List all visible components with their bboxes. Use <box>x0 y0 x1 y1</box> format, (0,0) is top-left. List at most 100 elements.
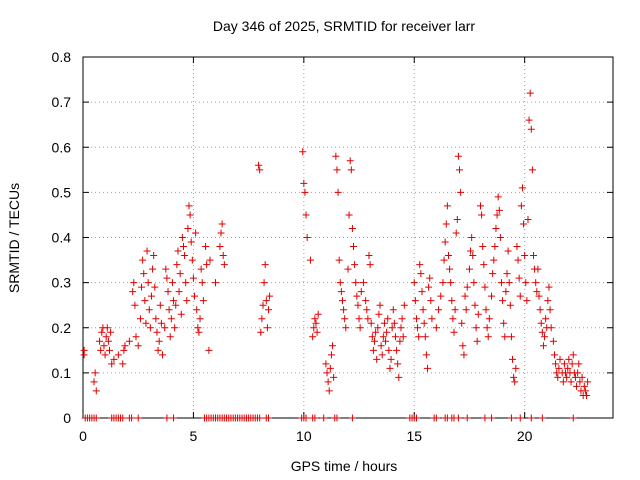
data-point <box>385 346 393 354</box>
data-point <box>80 351 88 359</box>
data-point <box>412 315 420 323</box>
data-point <box>145 306 153 314</box>
data-point <box>146 324 154 332</box>
data-point <box>461 292 469 300</box>
data-point <box>165 306 173 314</box>
data-point <box>488 414 496 422</box>
data-point <box>151 283 159 291</box>
data-point <box>310 324 318 332</box>
data-point <box>138 283 146 291</box>
data-point <box>542 315 550 323</box>
data-point <box>216 243 224 251</box>
data-point <box>90 378 98 386</box>
data-point <box>191 292 199 300</box>
data-point <box>559 378 567 386</box>
data-point <box>144 279 152 287</box>
data-point <box>533 288 541 296</box>
data-point <box>265 414 272 422</box>
data-point <box>428 315 436 323</box>
data-point <box>313 328 321 336</box>
data-point <box>320 414 328 422</box>
data-point <box>452 229 460 237</box>
data-point <box>571 373 579 381</box>
data-point <box>446 265 454 273</box>
data-point <box>179 243 187 251</box>
data-point <box>399 333 407 341</box>
data-point <box>177 310 185 318</box>
data-point <box>181 252 189 260</box>
data-point <box>563 373 571 381</box>
data-point <box>454 152 462 160</box>
data-point <box>125 337 133 345</box>
data-point <box>567 378 575 386</box>
data-point <box>424 364 431 372</box>
tick-labels: 0 5 10 15 20 0 0.1 0.2 0.3 0.4 0.5 0.6 0.7 0.8 <box>52 49 533 444</box>
data-point <box>371 337 378 345</box>
data-point <box>259 301 267 309</box>
data-point <box>411 297 419 305</box>
data-point <box>327 351 335 359</box>
data-point <box>443 202 451 210</box>
data-point <box>345 211 353 219</box>
data-point <box>205 346 213 354</box>
data-point <box>128 414 136 422</box>
data-point <box>516 292 524 300</box>
data-point <box>336 279 344 287</box>
data-point <box>104 337 112 345</box>
data-point <box>194 324 202 332</box>
data-point <box>435 306 443 314</box>
data-point <box>302 211 310 219</box>
data-point <box>412 414 420 422</box>
data-point <box>323 369 331 377</box>
data-point <box>352 279 360 287</box>
data-point <box>266 292 274 300</box>
data-point <box>356 324 364 332</box>
data-point <box>451 306 459 314</box>
data-point <box>91 369 99 377</box>
data-point <box>186 211 194 219</box>
data-point <box>354 301 362 309</box>
data-point <box>565 355 573 363</box>
data-point <box>501 333 509 341</box>
data-point <box>120 346 128 354</box>
data-point <box>491 243 499 251</box>
data-point <box>350 243 358 251</box>
y-tick-label: 0.7 <box>52 94 72 110</box>
data-point <box>432 324 440 332</box>
data-point <box>107 328 115 336</box>
data-point <box>489 270 497 278</box>
data-point <box>560 360 568 368</box>
data-point <box>469 252 477 260</box>
data-point <box>173 261 181 269</box>
data-point <box>574 369 582 377</box>
data-point <box>459 342 467 350</box>
data-point <box>101 351 109 359</box>
data-point <box>142 319 150 327</box>
data-point <box>161 324 169 332</box>
data-point <box>527 414 535 422</box>
data-point <box>106 346 113 354</box>
data-point <box>556 355 564 363</box>
data-point <box>467 247 475 255</box>
data-point <box>147 292 155 300</box>
data-point <box>341 315 349 323</box>
data-point <box>416 261 424 269</box>
data-point <box>261 261 269 269</box>
data-point <box>513 243 521 251</box>
data-point <box>378 351 386 359</box>
data-point <box>398 315 406 323</box>
data-point <box>176 270 184 278</box>
data-point <box>583 391 590 399</box>
y-tick-label: 0.1 <box>52 365 72 381</box>
data-point <box>256 414 264 422</box>
data-point <box>382 337 390 345</box>
data-point <box>188 256 196 264</box>
data-point <box>460 351 468 359</box>
data-point <box>555 364 563 372</box>
data-point <box>472 324 480 332</box>
data-point <box>524 215 532 223</box>
data-point <box>376 301 384 309</box>
data-point <box>383 328 391 336</box>
data-point <box>526 89 534 97</box>
data-point <box>136 315 144 323</box>
